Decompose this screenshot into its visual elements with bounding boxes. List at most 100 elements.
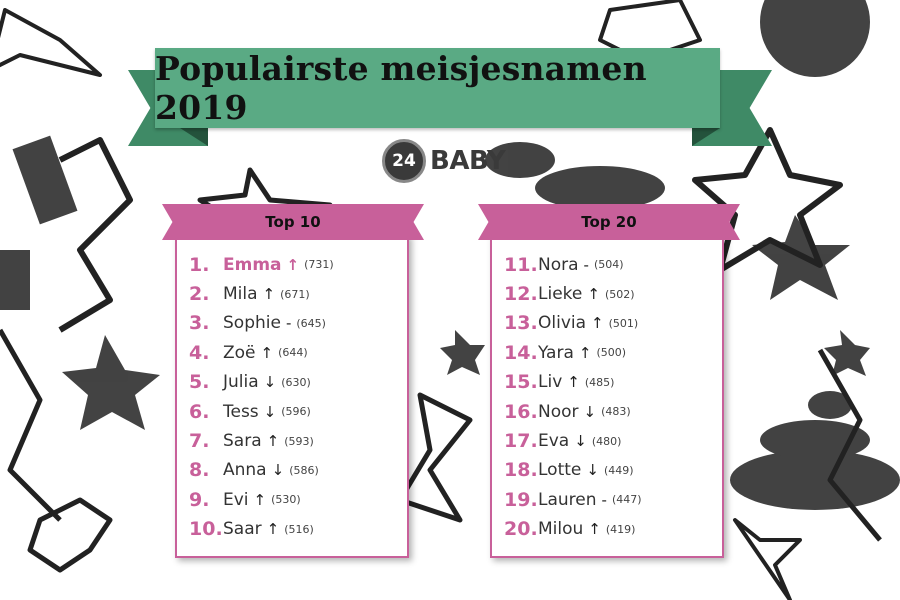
trend-arrow-icon: ↑: [262, 285, 276, 304]
rank-number: 4.: [189, 341, 210, 364]
trend-arrow-icon: -: [285, 314, 292, 333]
list-item: 16. Noor ↓ (483): [504, 397, 716, 426]
star-doodle-icon: [0, 8, 102, 77]
name-label: Lauren: [538, 489, 597, 510]
list-item: 6. Tess ↓ (596): [189, 397, 401, 426]
rank-number: 20.: [504, 518, 538, 541]
rank-number: 14.: [504, 341, 538, 364]
name-label: Julia: [223, 372, 259, 393]
list-item: 19. Lauren - (447): [504, 485, 716, 514]
trend-arrow-icon: ↑: [567, 373, 580, 392]
count-label: (630): [281, 375, 311, 389]
rank-number: 9.: [189, 488, 210, 511]
count-label: (671): [280, 287, 310, 301]
stone-stack-doodle-icon: [808, 391, 852, 419]
scribble-block-doodle-icon: [12, 135, 78, 225]
star-doodle-icon: [27, 497, 113, 573]
name-label: Sara: [223, 431, 262, 452]
name-label: Noor: [538, 401, 579, 422]
count-label: (504): [593, 258, 624, 272]
list-item: 7. Sara ↑ (593): [189, 426, 401, 455]
rank-number: 12.: [504, 283, 538, 306]
rank-number: 19.: [504, 488, 538, 511]
name-label: Yara: [538, 342, 574, 363]
count-label: (483): [601, 405, 631, 419]
name-label: Lotte: [538, 460, 582, 481]
name-label: Emma: [223, 254, 282, 275]
filled-star-doodle-icon: [824, 330, 870, 376]
list-item: 5. Julia ↓ (630): [189, 368, 401, 397]
count-label: (516): [284, 522, 314, 536]
title-banner: Populairste meisjesnamen 2019: [155, 48, 720, 128]
list-item: 8. Anna ↓ (586): [189, 456, 401, 485]
trend-arrow-icon: ↓: [574, 432, 587, 451]
count-label: (530): [271, 493, 301, 507]
logo-number: 24: [392, 151, 416, 171]
list-item: 15. Liv ↑ (485): [504, 368, 716, 397]
rank-number: 6.: [189, 400, 210, 423]
rank-number: 1.: [189, 253, 210, 276]
list-item: 14. Yara ↑ (500): [504, 338, 716, 367]
top-20-heading: Top 20: [581, 213, 637, 231]
name-label: Nora: [538, 254, 579, 275]
list-item: 18. Lotte ↓ (449): [504, 456, 716, 485]
list-item: 13. Olivia ↑ (501): [504, 309, 716, 338]
trend-arrow-icon: -: [601, 490, 607, 509]
list-item: 17. Eva ↓ (480): [504, 426, 716, 455]
trend-arrow-icon: ↑: [253, 490, 267, 509]
trend-arrow-icon: ↓: [586, 461, 599, 480]
trend-arrow-icon: ↓: [263, 373, 277, 392]
leaf-doodle-icon: [485, 142, 555, 178]
list-item: 1. Emma ↑ (731): [189, 250, 401, 279]
logo-badge-icon: 24: [382, 139, 426, 183]
count-label: (485): [584, 375, 615, 389]
name-label: Lieke: [538, 284, 583, 305]
page-title: Populairste meisjesnamen 2019: [155, 49, 647, 127]
logo-text: BABY: [430, 146, 506, 176]
count-label: (586): [289, 463, 319, 477]
top-20-list: 11. Nora - (504) 12. Lieke ↑ (502) 13. Olivia ↑ (50…: [504, 250, 716, 544]
leaf-doodle-icon: [535, 166, 665, 210]
rank-number: 16.: [504, 400, 538, 423]
rank-number: 11.: [504, 253, 538, 276]
count-label: (731): [304, 258, 334, 272]
name-label: Saar: [223, 519, 262, 540]
trend-arrow-icon: ↑: [286, 255, 300, 274]
list-item: 2. Mila ↑ (671): [189, 279, 401, 308]
count-label: (644): [278, 346, 308, 360]
scribble-doodle-icon: [58, 137, 133, 333]
trend-arrow-icon: ↓: [583, 402, 597, 421]
name-label: Evi: [223, 489, 249, 510]
count-label: (502): [604, 287, 635, 301]
filled-star-doodle-icon: [62, 335, 160, 430]
name-label: Mila: [223, 284, 258, 305]
list-item: 3. Sophie - (645): [189, 309, 401, 338]
rank-number: 5.: [189, 371, 210, 394]
rank-number: 3.: [189, 312, 210, 335]
name-label: Zoë: [223, 342, 256, 363]
rank-number: 18.: [504, 459, 538, 482]
count-label: (500): [596, 346, 627, 360]
name-label: Tess: [223, 401, 259, 422]
stone-stack-doodle-icon: [760, 420, 870, 460]
rank-number: 15.: [504, 371, 538, 394]
top-10-list: 1. Emma ↑ (731) 2. Mila ↑ (671) 3. Sophie - (645) 4.…: [189, 250, 401, 544]
name-label: Sophie: [223, 313, 281, 334]
count-label: (480): [591, 434, 622, 448]
count-label: (419): [605, 522, 636, 536]
filled-star-doodle-icon: [752, 215, 850, 300]
name-label: Eva: [538, 431, 570, 452]
top-20-ribbon: Top 20: [478, 204, 740, 240]
count-label: (447): [611, 493, 642, 507]
name-label: Anna: [223, 460, 267, 481]
trend-arrow-icon: ↑: [587, 285, 600, 304]
list-item: 20. Milou ↑ (419): [504, 515, 716, 544]
trend-arrow-icon: ↑: [260, 343, 274, 362]
rank-number: 13.: [504, 312, 538, 335]
scribble-block-doodle-icon: [0, 250, 30, 310]
rank-number: 10.: [189, 518, 223, 541]
name-label: Olivia: [538, 313, 587, 334]
count-label: (593): [284, 434, 314, 448]
name-label: Liv: [538, 372, 563, 393]
trend-arrow-icon: ↑: [591, 314, 604, 333]
